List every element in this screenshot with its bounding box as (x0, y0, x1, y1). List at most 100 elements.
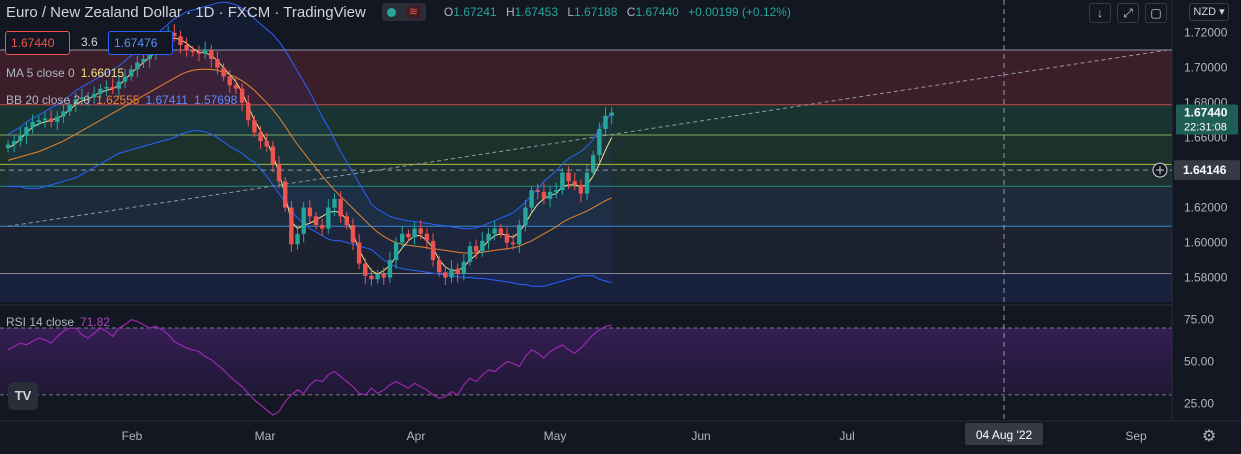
candle[interactable] (338, 198, 343, 217)
candle[interactable] (591, 155, 596, 173)
candle[interactable] (289, 207, 294, 245)
candle[interactable] (147, 53, 152, 59)
candle[interactable] (301, 207, 306, 234)
candle[interactable] (381, 274, 386, 278)
candle[interactable] (202, 50, 208, 54)
candle[interactable] (307, 207, 313, 217)
candle[interactable] (393, 242, 399, 261)
candle[interactable] (363, 263, 368, 276)
candle[interactable] (98, 88, 103, 94)
gear-icon[interactable]: ⚙ (1202, 428, 1216, 445)
candle[interactable] (116, 81, 122, 89)
ma-legend[interactable]: MA 5 close 0 1.66015 (6, 66, 124, 80)
candle[interactable] (535, 190, 540, 192)
candle[interactable] (492, 228, 497, 234)
candle[interactable] (541, 191, 547, 199)
candle[interactable] (430, 240, 436, 261)
candle[interactable] (443, 272, 448, 278)
candle[interactable] (603, 115, 608, 129)
candle[interactable] (135, 62, 140, 70)
buy-button[interactable]: 1.67476 (108, 31, 173, 55)
candle[interactable] (24, 127, 29, 136)
candle[interactable] (517, 225, 522, 245)
candle[interactable] (572, 181, 577, 185)
candle[interactable] (400, 233, 405, 243)
candle[interactable] (473, 246, 479, 252)
candle[interactable] (523, 207, 528, 226)
candle[interactable] (73, 99, 78, 105)
candle[interactable] (85, 97, 91, 99)
candle[interactable] (79, 97, 85, 100)
candle[interactable] (42, 118, 48, 121)
candle[interactable] (350, 225, 356, 243)
candle[interactable] (375, 274, 380, 280)
candle[interactable] (578, 184, 584, 194)
candle[interactable] (239, 88, 245, 103)
bb-legend[interactable]: BB 20 close 2.0 1.62555 1.67411 1.57698 (6, 93, 237, 107)
candle[interactable] (313, 216, 319, 226)
candle[interactable] (221, 67, 226, 77)
candle[interactable] (196, 51, 202, 54)
candle[interactable] (486, 233, 491, 241)
candle[interactable] (437, 260, 442, 273)
candle[interactable] (529, 190, 534, 208)
candle[interactable] (418, 228, 423, 234)
candle[interactable] (356, 242, 362, 264)
candle[interactable] (258, 132, 263, 142)
candle[interactable] (227, 76, 232, 86)
candle[interactable] (597, 128, 602, 156)
candle[interactable] (18, 135, 23, 142)
candle[interactable] (190, 50, 195, 52)
candle[interactable] (233, 85, 239, 89)
candle[interactable] (510, 242, 516, 245)
candle[interactable] (178, 36, 183, 45)
candle[interactable] (48, 118, 54, 122)
candle[interactable] (104, 86, 109, 89)
candle[interactable] (566, 172, 571, 182)
candle[interactable] (498, 228, 503, 234)
trend-line[interactable] (7, 48, 1173, 227)
candle[interactable] (129, 69, 134, 77)
candle[interactable] (547, 191, 553, 199)
candle[interactable] (412, 228, 417, 238)
candle[interactable] (264, 141, 269, 147)
candle[interactable] (424, 233, 430, 241)
candle[interactable] (67, 104, 72, 112)
currency-selector[interactable]: NZD ▾ (1189, 3, 1229, 21)
candle[interactable] (319, 225, 325, 229)
candle[interactable] (61, 111, 66, 117)
candle[interactable] (55, 116, 60, 122)
candle[interactable] (387, 260, 393, 278)
candle[interactable] (560, 172, 565, 191)
visibility-toggle[interactable]: ≋ (381, 3, 426, 21)
candle[interactable] (332, 198, 337, 208)
candle[interactable] (504, 233, 510, 243)
candle[interactable] (449, 268, 454, 278)
candle[interactable] (406, 233, 411, 238)
sell-button[interactable]: 1.67440 (5, 31, 70, 55)
candle[interactable] (11, 141, 17, 145)
time-axis[interactable] (0, 421, 1241, 454)
candle[interactable] (184, 44, 189, 51)
candle[interactable] (30, 121, 35, 128)
price-axis[interactable] (1172, 0, 1241, 454)
candle[interactable] (92, 93, 97, 98)
candle[interactable] (270, 146, 276, 164)
candle[interactable] (209, 50, 214, 59)
fullscreen-icon[interactable]: ⤢ (1117, 3, 1139, 23)
candle[interactable] (215, 58, 220, 68)
candle[interactable] (276, 163, 282, 182)
candle[interactable] (36, 120, 41, 122)
window-icon[interactable]: ▢ (1145, 3, 1167, 23)
candle[interactable] (122, 76, 128, 82)
candle[interactable] (246, 102, 251, 121)
candle[interactable] (467, 246, 473, 262)
rsi-legend[interactable]: RSI 14 close 71.82 (6, 315, 110, 329)
candle[interactable] (455, 268, 460, 275)
candle[interactable] (172, 32, 177, 37)
candle[interactable] (295, 233, 300, 245)
candle[interactable] (141, 58, 146, 63)
candle[interactable] (554, 190, 559, 192)
